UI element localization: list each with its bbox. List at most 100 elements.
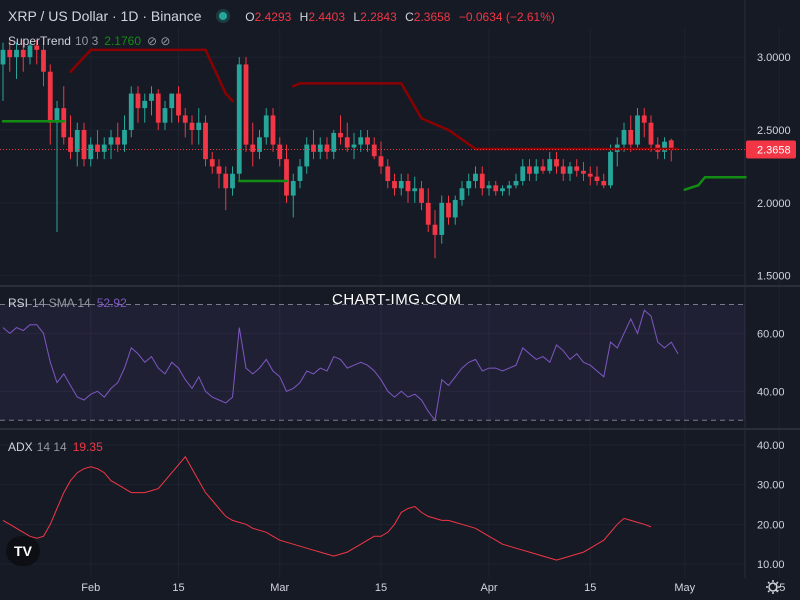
supertrend-value: 2.1760 (104, 34, 141, 48)
candle-body (236, 64, 242, 174)
candle (412, 176, 418, 203)
candle (61, 86, 67, 145)
tradingview-logo-icon[interactable]: TV (6, 536, 40, 566)
rsi-tick-label: 40.00 (757, 386, 785, 398)
candle (405, 173, 411, 203)
candle-body (594, 176, 600, 181)
supertrend-params: 10 3 (74, 34, 99, 48)
price-tick-label: 2.0000 (757, 198, 791, 210)
candle-body (419, 188, 424, 203)
adx-legend[interactable]: ADX 14 14 19.35 (8, 440, 103, 454)
low-value: 2.2843 (360, 10, 397, 24)
candle (243, 57, 249, 152)
candle (587, 166, 593, 186)
candle (554, 151, 559, 174)
market-status-icon (219, 12, 228, 20)
pane-separators (0, 0, 800, 578)
candle-body (27, 45, 33, 58)
candle (277, 137, 283, 167)
gear-tooth (776, 581, 779, 584)
ohlc-readout: O2.4293 H2.4403 L2.2843 C2.3658 −0.0634 … (245, 10, 560, 24)
candle-body (466, 181, 472, 189)
price-tick-label: 2.5000 (757, 125, 791, 137)
candle-body (88, 144, 94, 160)
rsi-legend[interactable]: RSI 14 SMA 14 52.92 (8, 296, 127, 310)
candle-body (554, 159, 559, 167)
candle-body (581, 170, 586, 174)
candle (41, 42, 46, 87)
candle (122, 115, 127, 152)
change-value: −0.0634 (−2.61%) (458, 10, 555, 24)
candle-body (493, 185, 499, 192)
candle-body (331, 132, 337, 152)
candle (567, 162, 573, 181)
low-label: L (353, 10, 361, 24)
candle (304, 137, 310, 174)
candle (290, 173, 296, 218)
supertrend-legend[interactable]: SuperTrend 10 3 2.1760 ⊘ ⊘ (8, 34, 170, 48)
price-axis[interactable]: 3.0000 2.5000 2.0000 1.5000 60.00 40.00 40.00 3… (746, 52, 796, 571)
rsi-tick-label: 60.00 (757, 328, 785, 340)
candle (439, 195, 445, 244)
close-value: 2.3658 (413, 10, 451, 24)
candle (34, 39, 40, 65)
chart-header: XRP / US Dollar · 1D · Binance O2.4293 H… (8, 8, 560, 24)
candle (189, 115, 195, 145)
adx-value: 19.35 (72, 440, 103, 454)
adx-tick-label: 10.00 (757, 559, 785, 571)
candle-body (311, 144, 316, 152)
candle (81, 122, 87, 167)
candle-body (540, 166, 546, 171)
candle (425, 188, 431, 232)
candle (628, 115, 634, 152)
rsi-line (2, 309, 679, 422)
candle-body (277, 144, 283, 160)
candle-body (142, 100, 148, 109)
candle-body (425, 202, 431, 225)
candle-body (108, 137, 114, 145)
time-tick-label: May (674, 582, 695, 594)
candle (540, 159, 546, 174)
adx-tick-label: 40.00 (757, 440, 785, 452)
candle (155, 89, 161, 130)
candle-body (412, 188, 418, 192)
candle (0, 42, 6, 101)
candle-body (587, 173, 593, 177)
candle (169, 93, 175, 123)
candle (250, 122, 256, 167)
candle (142, 93, 148, 123)
candle-body (41, 49, 46, 72)
candle-body (176, 93, 181, 116)
gear-icon (766, 580, 780, 594)
candle-body (378, 156, 384, 167)
candle (47, 64, 53, 145)
candle-body (365, 137, 370, 145)
candle-body (0, 49, 6, 65)
candle-body (128, 93, 134, 130)
candle-body (628, 130, 634, 145)
candle (648, 115, 654, 152)
candle-body (47, 71, 53, 123)
symbol-title[interactable]: XRP / US Dollar · 1D · Binance (8, 8, 202, 24)
candle-body (344, 137, 350, 148)
candlestick-series (0, 39, 674, 259)
time-axis[interactable]: Feb15Mar15Apr15May1529 (81, 580, 800, 594)
candle-body (74, 130, 80, 152)
candle-body (115, 137, 121, 145)
candle (479, 166, 485, 196)
open-value: 2.4293 (254, 10, 292, 24)
candle (365, 130, 370, 152)
candle (486, 181, 492, 196)
adx-tick-label: 30.00 (757, 480, 785, 492)
candle (297, 159, 303, 189)
candle-body (162, 108, 168, 123)
candle-body (513, 181, 519, 186)
candle-body (203, 122, 208, 160)
candle-body (533, 166, 539, 174)
candle (473, 166, 478, 189)
candle-body (34, 45, 40, 50)
candle (452, 195, 458, 225)
candle-body (446, 202, 451, 218)
candle-body (479, 173, 485, 189)
